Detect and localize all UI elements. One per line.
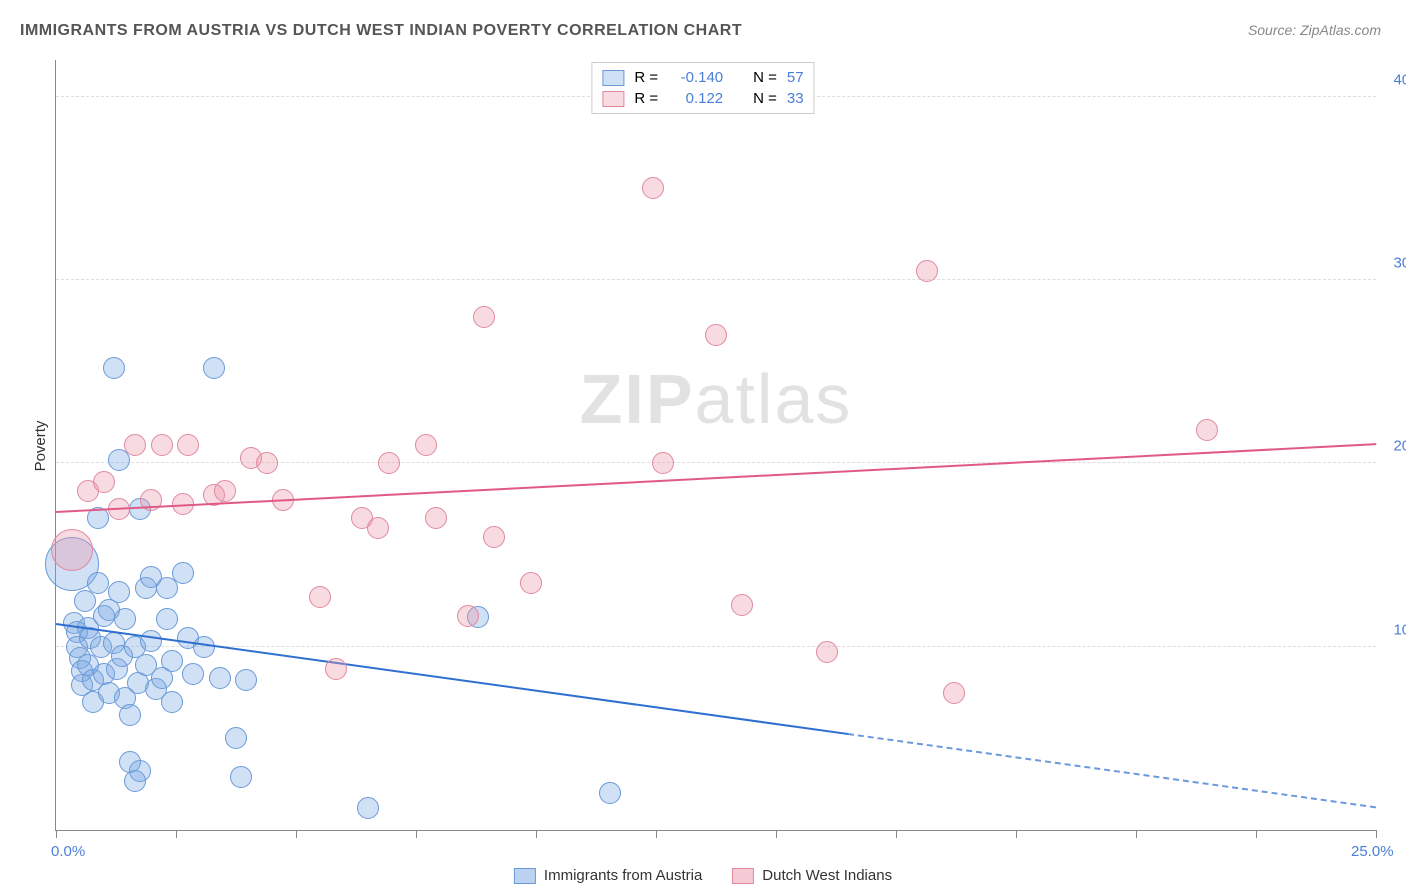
- scatter-point: [161, 691, 183, 713]
- scatter-point: [177, 434, 199, 456]
- legend-row-series-0: R = -0.140 N = 57: [602, 67, 803, 88]
- scatter-point: [235, 669, 257, 691]
- x-tick: [176, 830, 177, 838]
- scatter-point: [151, 434, 173, 456]
- scatter-point: [203, 357, 225, 379]
- n-value-1: 33: [787, 90, 804, 107]
- scatter-point: [140, 630, 162, 652]
- scatter-point: [129, 760, 151, 782]
- legend-item-0: Immigrants from Austria: [514, 867, 702, 884]
- scatter-point: [731, 594, 753, 616]
- scatter-point: [108, 581, 130, 603]
- r-label-1: R =: [634, 90, 658, 107]
- scatter-point: [156, 608, 178, 630]
- x-tick: [56, 830, 57, 838]
- scatter-point: [214, 480, 236, 502]
- legend-correlation-box: R = -0.140 N = 57 R = 0.122 N = 33: [591, 62, 814, 114]
- watermark-light: atlas: [695, 360, 853, 438]
- scatter-point: [325, 658, 347, 680]
- y-axis-title: Poverty: [32, 421, 49, 472]
- scatter-point: [124, 434, 146, 456]
- x-tick: [536, 830, 537, 838]
- scatter-point: [367, 517, 389, 539]
- scatter-point: [309, 586, 331, 608]
- scatter-point: [705, 324, 727, 346]
- legend-item-swatch-0: [514, 868, 536, 884]
- y-tick-label: 40.0%: [1393, 71, 1406, 88]
- scatter-point: [172, 562, 194, 584]
- legend-item-swatch-1: [732, 868, 754, 884]
- y-tick-label: 20.0%: [1393, 438, 1406, 455]
- x-tick: [416, 830, 417, 838]
- legend-item-label-0: Immigrants from Austria: [544, 867, 702, 884]
- scatter-point: [119, 704, 141, 726]
- legend-swatch-1: [602, 91, 624, 107]
- trend-line: [56, 623, 848, 735]
- x-tick: [896, 830, 897, 838]
- watermark: ZIPatlas: [580, 359, 853, 439]
- legend-series: Immigrants from Austria Dutch West India…: [514, 867, 892, 884]
- r-value-1: 0.122: [668, 90, 723, 107]
- x-tick: [1016, 830, 1017, 838]
- x-tick: [1256, 830, 1257, 838]
- scatter-point: [943, 682, 965, 704]
- scatter-point: [93, 471, 115, 493]
- legend-swatch-0: [602, 70, 624, 86]
- x-tick: [296, 830, 297, 838]
- scatter-point: [378, 452, 400, 474]
- y-tick-label: 10.0%: [1393, 621, 1406, 638]
- scatter-point: [415, 434, 437, 456]
- gridline: [56, 646, 1376, 647]
- x-tick: [1136, 830, 1137, 838]
- scatter-point: [1196, 419, 1218, 441]
- chart-title: IMMIGRANTS FROM AUSTRIA VS DUTCH WEST IN…: [20, 22, 742, 40]
- legend-item-1: Dutch West Indians: [732, 867, 892, 884]
- scatter-point: [161, 650, 183, 672]
- gridline: [56, 279, 1376, 280]
- x-tick: [656, 830, 657, 838]
- r-label-0: R =: [634, 69, 658, 86]
- trend-line: [848, 733, 1376, 808]
- scatter-point: [182, 663, 204, 685]
- y-tick-label: 30.0%: [1393, 255, 1406, 272]
- scatter-point: [642, 177, 664, 199]
- scatter-point: [599, 782, 621, 804]
- scatter-point: [916, 260, 938, 282]
- scatter-point: [51, 529, 93, 571]
- scatter-point: [87, 572, 109, 594]
- x-tick-label: 25.0%: [1351, 843, 1394, 860]
- scatter-point: [74, 590, 96, 612]
- scatter-point: [520, 572, 542, 594]
- x-tick: [1376, 830, 1377, 838]
- x-tick: [776, 830, 777, 838]
- scatter-point: [652, 452, 674, 474]
- scatter-plot-area: ZIPatlas 10.0%20.0%30.0%40.0%0.0%25.0%: [55, 60, 1376, 831]
- r-value-0: -0.140: [668, 69, 723, 86]
- scatter-point: [103, 357, 125, 379]
- n-label-1: N =: [753, 90, 777, 107]
- scatter-point: [425, 507, 447, 529]
- scatter-point: [225, 727, 247, 749]
- source-attribution: Source: ZipAtlas.com: [1248, 22, 1381, 38]
- n-value-0: 57: [787, 69, 804, 86]
- scatter-point: [457, 605, 479, 627]
- legend-item-label-1: Dutch West Indians: [762, 867, 892, 884]
- watermark-bold: ZIP: [580, 360, 695, 438]
- n-label-0: N =: [753, 69, 777, 86]
- scatter-point: [209, 667, 231, 689]
- x-tick-label: 0.0%: [51, 843, 85, 860]
- scatter-point: [357, 797, 379, 819]
- legend-row-series-1: R = 0.122 N = 33: [602, 88, 803, 109]
- scatter-point: [230, 766, 252, 788]
- scatter-point: [114, 608, 136, 630]
- scatter-point: [473, 306, 495, 328]
- scatter-point: [483, 526, 505, 548]
- scatter-point: [816, 641, 838, 663]
- scatter-point: [256, 452, 278, 474]
